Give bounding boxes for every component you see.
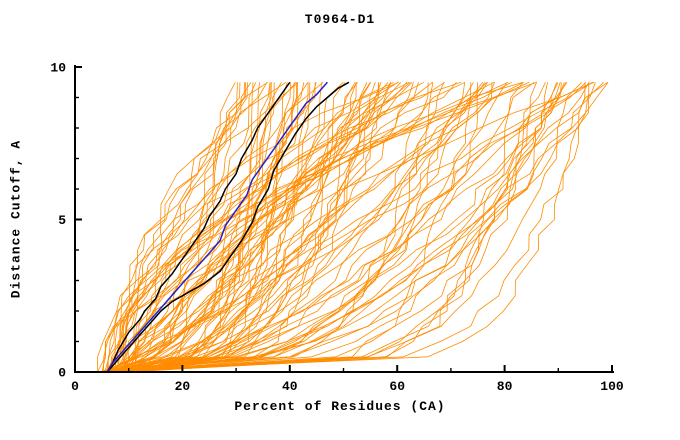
x-axis-label: Percent of Residues (CA) <box>234 399 446 414</box>
x-ticks <box>74 365 613 372</box>
x-tick-labels: 0 20 40 60 80 100 <box>71 379 624 394</box>
svg-text:80: 80 <box>497 379 513 394</box>
chart-title: T0964-D1 <box>304 12 376 27</box>
highlighted-curves <box>106 81 350 373</box>
y-tick-labels: 0 5 10 <box>50 61 66 381</box>
svg-text:0: 0 <box>58 366 66 381</box>
y-ticks <box>75 66 82 373</box>
svg-text:20: 20 <box>175 379 191 394</box>
svg-text:10: 10 <box>50 61 66 76</box>
svg-text:5: 5 <box>58 213 66 228</box>
svg-text:60: 60 <box>389 379 405 394</box>
svg-text:100: 100 <box>600 379 624 394</box>
svg-text:0: 0 <box>71 379 79 394</box>
svg-text:40: 40 <box>282 379 298 394</box>
ensemble-curves <box>96 81 609 373</box>
